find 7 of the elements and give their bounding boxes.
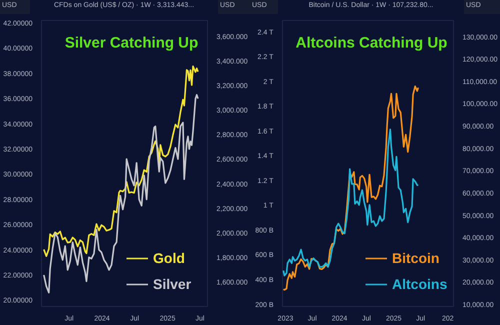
legend-label: Bitcoin [392, 250, 440, 266]
line-series [43, 94, 199, 294]
legend-label: Gold [153, 250, 185, 266]
legend-label: Altcoins [392, 276, 448, 292]
text: Silver Catching Up [64, 34, 198, 52]
text: Altcoins Catching Up [296, 34, 448, 52]
legend-label: Silver [153, 276, 192, 292]
